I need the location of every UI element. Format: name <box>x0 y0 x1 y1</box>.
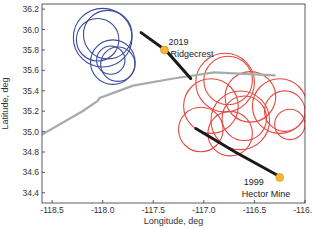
fault-line <box>196 129 280 177</box>
x-tick-label: -116.5 <box>243 205 267 215</box>
x-tick <box>153 200 154 203</box>
y-tick-label: 36.0 <box>22 25 39 35</box>
event-label: 1999 <box>244 177 264 187</box>
y-tick <box>42 131 45 132</box>
y-tick-label: 34.6 <box>22 167 39 177</box>
y-tick <box>42 192 45 193</box>
epicenter-circle <box>83 10 132 59</box>
x-tick <box>305 200 306 203</box>
x-tick-label: -117.0 <box>192 205 216 215</box>
epicenter-circle <box>73 8 132 67</box>
y-tick <box>42 9 45 10</box>
event-label: 2019 <box>168 37 188 47</box>
y-tick <box>42 90 45 91</box>
fault-line <box>42 72 275 134</box>
x-tick-label: -116.0 <box>293 205 312 215</box>
x-tick-label: -118.5 <box>40 205 64 215</box>
y-tick-label: 35.8 <box>22 45 39 55</box>
y-tick <box>42 172 45 173</box>
event-point <box>276 173 284 181</box>
x-tick <box>254 200 255 203</box>
event-point <box>160 46 168 54</box>
y-tick <box>42 151 45 152</box>
y-axis-label: Latitude, deg <box>0 77 10 129</box>
epicenter-circle <box>252 79 305 134</box>
epicenter-circle <box>101 47 135 81</box>
y-tick <box>42 29 45 30</box>
x-tick <box>52 200 53 203</box>
x-tick-label: -118.0 <box>91 205 115 215</box>
x-tick <box>203 200 204 203</box>
y-tick-label: 36.2 <box>22 4 39 14</box>
x-axis-label: Longitude, deg <box>144 216 204 226</box>
x-tick-label: -117.5 <box>142 205 166 215</box>
y-tick-label: 34.8 <box>22 147 39 157</box>
epicenter-circle <box>179 107 224 152</box>
epicenter-circle <box>222 96 267 141</box>
x-tick <box>102 200 103 203</box>
epicenter-circle <box>275 109 305 139</box>
plot-marks <box>42 8 305 181</box>
y-tick-label: 35.2 <box>22 106 39 116</box>
plot-frame <box>42 4 305 203</box>
event-label: Hector Mine <box>242 189 291 199</box>
epicenter-circle <box>91 40 136 85</box>
chart: 2019 Ridgecrest 1999 Hector Mine -118.5 -118.… <box>0 0 312 228</box>
y-tick-label: 35.6 <box>22 65 39 75</box>
y-tick <box>42 70 45 71</box>
event-label: Ridgecrest <box>170 49 214 59</box>
epicenter-circle <box>265 91 305 131</box>
y-tick-label: 34.4 <box>22 188 39 198</box>
y-tick-label: 35.4 <box>22 86 39 96</box>
epicenter-circle <box>97 46 125 74</box>
epicenter-circle <box>204 56 253 105</box>
y-tick <box>42 111 45 112</box>
y-tick-label: 35.0 <box>22 127 39 137</box>
y-tick <box>42 49 45 50</box>
